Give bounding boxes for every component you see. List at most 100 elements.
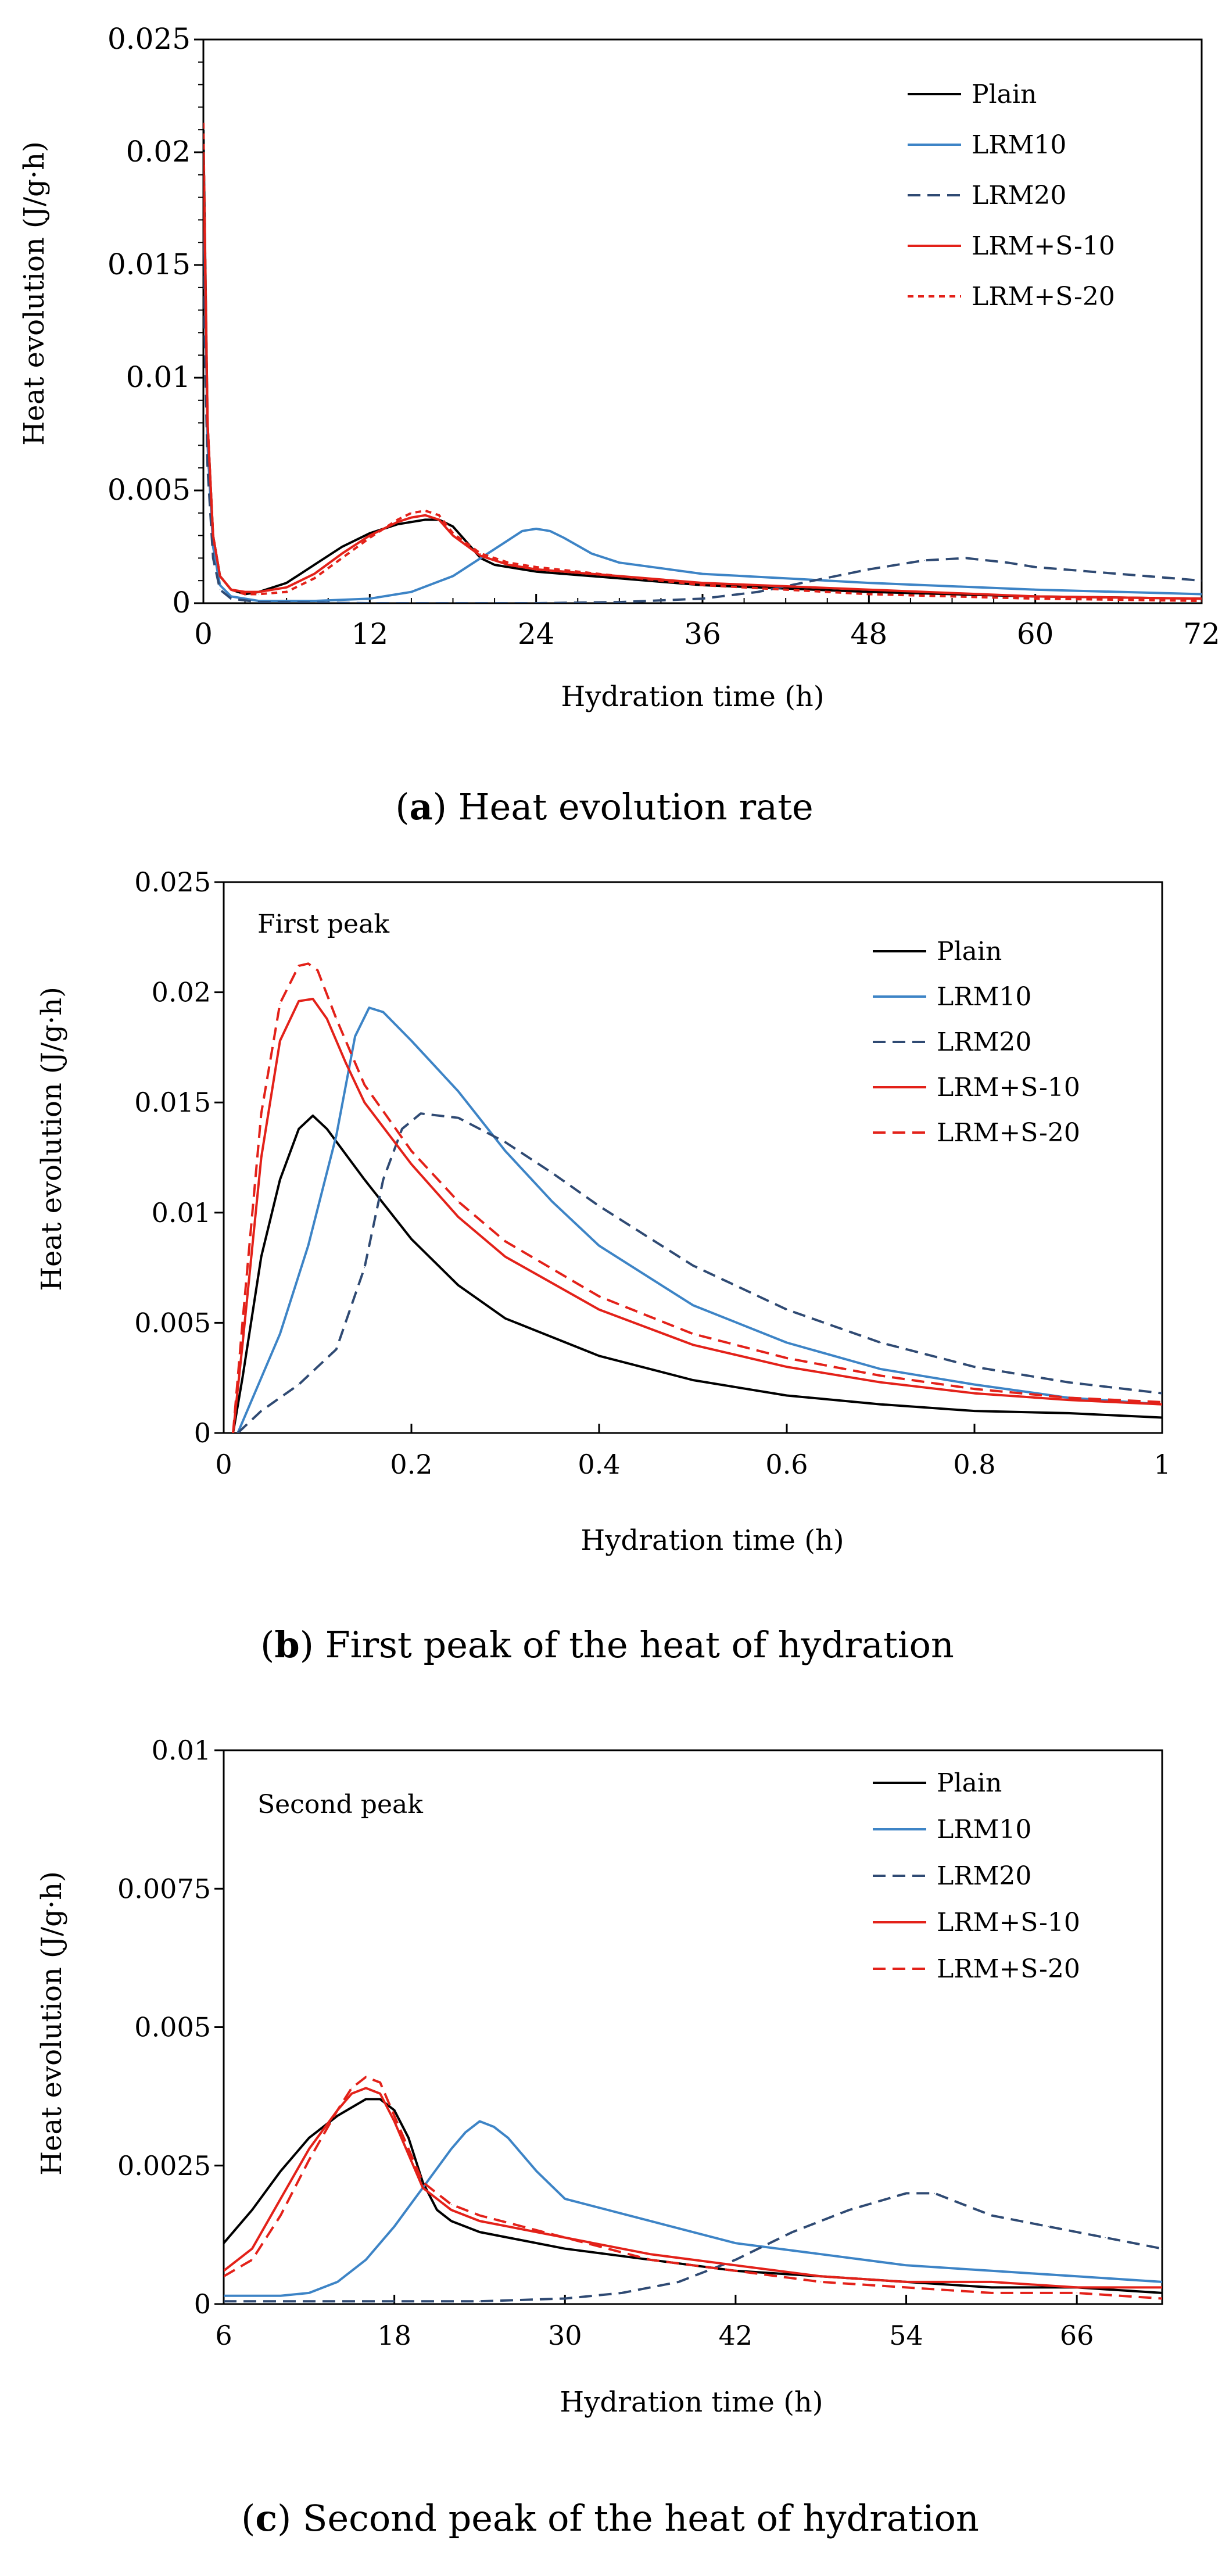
panel-c-data-point-lrm-s-10	[422, 2187, 424, 2188]
panel-a-legend-label-plain: Plain	[972, 80, 1037, 109]
panel-c-data-point-lrm-s-10	[991, 2281, 992, 2283]
panel-b-series-line-lrm20	[236, 1112, 1162, 1433]
panel-b-data-point-lrm10	[786, 1342, 787, 1343]
panel-a-x-tick-label: 24	[518, 617, 555, 651]
panel-c-x-tick-label: 30	[548, 2320, 582, 2351]
panel-c-data-point-lrm-s-10	[735, 2265, 736, 2266]
panel-c-data-point-lrm20	[479, 2301, 481, 2302]
panel-c-data-point-lrm20	[792, 2231, 793, 2233]
panel-b-plot-area: 0 0.2 0.4 0.6 0.8 1 0 0.005 0.01 0.015 0.02 0.025 Pl…	[134, 866, 1170, 1480]
panel-a-data-point-plain	[494, 564, 495, 565]
panel-b-data-point-lrm-s-20	[786, 1357, 787, 1359]
panel-b-series-line-lrm10	[236, 1006, 1162, 1433]
panel-a-x-tick-label: 0	[194, 617, 213, 651]
panel-b-legend-label-lrm-s-10: LRM+S-10	[937, 1073, 1080, 1102]
panel-b-data-point-plain	[279, 1179, 281, 1180]
panel-c-data-point-lrm-s-20	[422, 2181, 424, 2183]
panel-c-data-point-lrm10	[337, 2281, 338, 2283]
panel-a-series-lrm-s-10	[203, 152, 1202, 600]
panel-b-data-point-lrm-s-20	[880, 1375, 881, 1376]
panel-b-series-lrm-s-10	[232, 998, 1162, 1433]
panel-c-data-point-lrm10	[650, 2220, 651, 2222]
panel-c-series-lrm10	[223, 2120, 1162, 2297]
panel-a-data-point-lrm-s-20	[207, 422, 208, 424]
panel-c-data-point-lrm-s-20	[394, 2115, 395, 2116]
panel-b-data-point-lrm-s-20	[279, 1003, 281, 1004]
panel-c-data-point-lrm20	[849, 2209, 850, 2210]
panel-b-data-point-lrm20	[786, 1309, 787, 1310]
panel-c-data-point-lrm10	[223, 2295, 224, 2296]
panel-c-data-point-lrm10	[735, 2242, 736, 2244]
panel-c-data-point-lrm10	[493, 2126, 494, 2127]
panel-c-legend-label-lrm-s-10: LRM+S-10	[937, 1908, 1080, 1937]
panel-a-caption: (a) Heat evolution rate	[395, 786, 813, 828]
panel-c-data-point-plain	[280, 2170, 281, 2172]
panel-c-data-point-lrm-s-20	[379, 2082, 381, 2083]
panel-b-data-point-lrm-s-10	[504, 1256, 506, 1257]
panel-c-data-point-lrm10	[394, 2226, 395, 2227]
panel-b-y-axis-label: Heat evolution (J/g·h)	[35, 987, 68, 1291]
panel-b-data-point-lrm-s-20	[504, 1241, 506, 1242]
panel-c-data-point-lrm-s-20	[280, 2215, 281, 2216]
panel-a-legend-label-lrm10: LRM10	[972, 130, 1066, 160]
panel-c-series-line-lrm-s-10	[224, 2087, 1162, 2289]
panel-c-data-point-lrm-s-20	[735, 2270, 736, 2272]
panel-c-data-point-lrm20	[1105, 2237, 1106, 2238]
panel-c-series-lrm-s-20	[224, 2076, 1162, 2300]
panel-b-series-lrm-s-20	[232, 962, 1162, 1433]
panel-b-series-lrm20	[236, 1112, 1162, 1433]
panel-b-y-tick-label: 0.01	[152, 1197, 211, 1228]
panel-c-data-point-lrm-s-10	[479, 2220, 481, 2222]
panel-c-data-point-lrm10	[536, 2170, 537, 2172]
panel-a-x-axis-label: Hydration time (h)	[561, 680, 824, 713]
panel-c-legend-label-lrm10: LRM10	[937, 1815, 1031, 1844]
panel-b-legend-label-plain: Plain	[937, 937, 1002, 966]
panel-c-data-point-lrm-s-10	[820, 2276, 822, 2277]
panel-c-data-point-plain	[479, 2231, 481, 2233]
panel-c-caption-letter: c	[255, 2497, 277, 2539]
panel-a-y-tick-label: 0.01	[126, 360, 191, 394]
panel-c-y-axis-label: Heat evolution (J/g·h)	[35, 1871, 68, 2176]
panel-c-x-tick-label: 6	[215, 2320, 232, 2351]
panel-b-series-line-plain	[232, 1115, 1162, 1433]
panel-c-caption-text: Second peak of the heat of hydration	[291, 2497, 979, 2539]
panel-b-y-tick-label: 0.025	[134, 866, 211, 898]
panel-a-legend-label-lrm-s-10: LRM+S-10	[972, 231, 1115, 261]
panel-b-data-point-lrm10	[551, 1201, 553, 1202]
panel-b-first-peak-note: First peak	[257, 909, 389, 939]
panel-c-plot-area: 6 18 30 42 54 66 0 0.0025 0.005 0.0075 0.01 Plain LR…	[117, 1735, 1163, 2351]
panel-c-second-peak-note: Second peak	[257, 1790, 423, 1819]
panel-b-y-tick-label: 0	[194, 1417, 211, 1449]
panel-b-data-point-lrm10	[307, 1245, 309, 1246]
panel-b-data-point-lrm-s-20	[232, 1432, 234, 1433]
panel-c-data-point-lrm20	[934, 2192, 936, 2194]
panel-b-data-point-lrm20	[382, 1179, 384, 1180]
panel-a-series-line-lrm20	[203, 276, 1202, 603]
panel-c-data-point-lrm20	[1048, 2226, 1049, 2227]
panel-b-data-point-plain	[786, 1395, 787, 1396]
panel-c-data-point-plain	[337, 2115, 338, 2116]
panel-a-series-line-lrm-s-10	[203, 152, 1202, 600]
panel-c-chart: 6 18 30 42 54 66 0 0.0025 0.005 0.0075 0.01 Plain LR…	[35, 1735, 1163, 2539]
panel-b-x-tick-label: 0.4	[578, 1449, 620, 1480]
panel-c-x-tick-label: 66	[1060, 2320, 1094, 2351]
panel-c-data-point-lrm-s-20	[650, 2259, 651, 2260]
panel-b-data-point-lrm-s-20	[307, 963, 309, 964]
panel-b-caption: (b) First peak of the heat of hydration	[260, 1624, 954, 1666]
panel-c-data-point-lrm-s-10	[223, 2270, 224, 2271]
panel-c-series-line-plain	[224, 2098, 1162, 2294]
panel-a-x-tick-label: 36	[684, 617, 721, 651]
panel-b-chart: 0 0.2 0.4 0.6 0.8 1 0 0.005 0.01 0.015 0.02 0.025 Pl…	[35, 866, 1171, 1666]
panel-b-x-tick-label: 0.8	[953, 1449, 995, 1480]
panel-b-data-point-plain	[504, 1318, 506, 1319]
panel-c-data-point-lrm-s-10	[280, 2198, 281, 2199]
panel-c-legend-label-plain: Plain	[937, 1768, 1002, 1798]
panel-a-data-point-plain	[397, 524, 398, 525]
panel-a-legend-label-lrm-s-20: LRM+S-20	[972, 282, 1115, 311]
panel-a-series-lrm20	[203, 275, 1202, 603]
panel-c-x-axis-label: Hydration time (h)	[560, 2386, 823, 2419]
panel-a-legend-label-lrm20: LRM20	[972, 181, 1066, 210]
panel-c-data-point-lrm10	[607, 2209, 608, 2210]
panel-c-series-line-lrm-s-20	[224, 2076, 1162, 2300]
